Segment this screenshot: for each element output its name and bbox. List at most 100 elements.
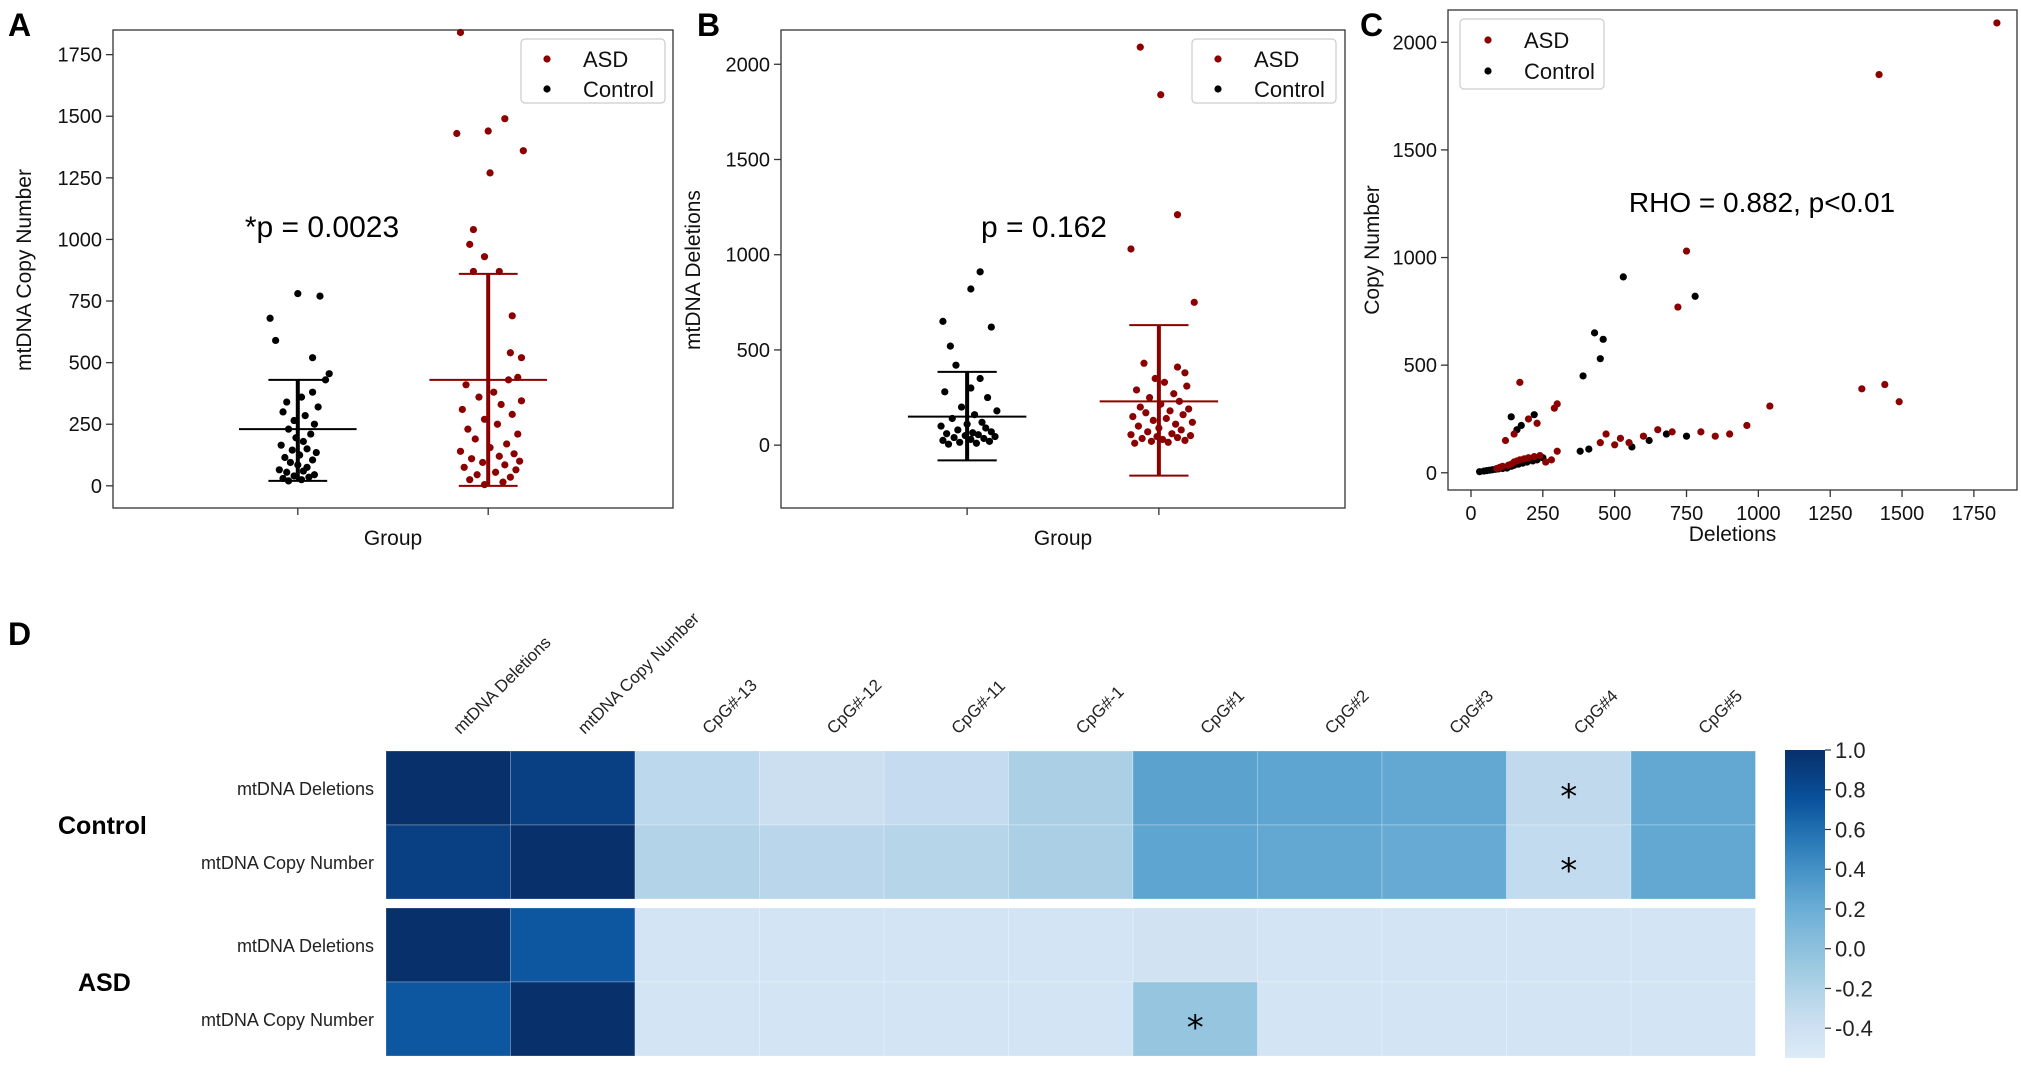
heatmap-cell [510, 907, 636, 983]
data-point-asd [1127, 431, 1135, 439]
panel-B-frame [780, 29, 1346, 509]
data-point-asd [475, 393, 483, 401]
data-point-control [283, 398, 291, 406]
data-point-control [1530, 411, 1538, 419]
data-point-control [956, 438, 964, 446]
y-tick-label: 1500 [1393, 140, 1438, 162]
data-point-asd [484, 127, 492, 135]
data-point-asd [1533, 419, 1541, 427]
data-point-asd [1185, 405, 1193, 413]
data-point-control [1682, 432, 1691, 440]
data-point-asd [506, 349, 514, 357]
data-point-control [1576, 447, 1584, 455]
data-point-asd [1536, 451, 1544, 460]
data-point-asd [1147, 437, 1156, 445]
heatmap-cell [510, 824, 636, 900]
x-tick-label: 1000 [1736, 503, 1781, 525]
data-point-control [1691, 292, 1699, 300]
data-point-asd [479, 458, 487, 467]
data-point-asd [466, 240, 474, 248]
data-point-control [976, 268, 984, 276]
y-tick-label: 500 [737, 340, 770, 362]
data-point-control [1619, 273, 1627, 281]
data-point-asd [453, 129, 461, 138]
data-point-asd [1501, 436, 1510, 445]
data-point-asd [506, 473, 514, 481]
data-point-asd [462, 381, 470, 389]
data-point-control [950, 433, 958, 442]
data-point-asd [1510, 430, 1518, 438]
data-point-control [943, 430, 951, 438]
data-point-asd [1726, 430, 1734, 438]
panel-A-frame [112, 29, 674, 509]
x-axis-title: Group [364, 527, 422, 550]
colorbar-tick-label: 0.8 [1835, 778, 1866, 803]
heatmap-cell [1008, 824, 1134, 900]
data-point-control [987, 323, 995, 331]
data-point-asd [1131, 439, 1139, 447]
data-point-control [310, 471, 319, 479]
x-tick-label: 1500 [1880, 503, 1925, 525]
colorbar-tick-label: 0.0 [1835, 937, 1866, 962]
data-point-control [281, 453, 289, 462]
data-point-asd [1616, 434, 1625, 442]
data-point-asd [1993, 19, 2001, 27]
data-point-asd [1183, 382, 1191, 390]
significance-star: * [1187, 1008, 1204, 1048]
data-point-asd [473, 471, 481, 479]
heatmap-row-label: mtDNA Deletions [237, 779, 374, 799]
data-point-control [310, 420, 319, 428]
data-point-control [985, 437, 994, 445]
legend-box [1191, 38, 1337, 104]
y-tick-label: 1500 [726, 149, 771, 171]
data-point-control [944, 440, 953, 448]
data-point-asd [512, 466, 520, 474]
data-point-control [1585, 445, 1593, 453]
data-point-asd [1766, 402, 1774, 410]
heatmap-cell [883, 824, 1009, 900]
data-point-asd [497, 400, 505, 409]
heatmap-cell [1257, 907, 1383, 983]
data-point-control [308, 354, 317, 362]
legend-label: ASD [1254, 47, 1299, 72]
data-point-control [301, 412, 309, 420]
data-point-control [266, 314, 274, 322]
data-point-asd [1858, 385, 1866, 393]
y-axis-title: mtDNA Copy Number [13, 169, 36, 371]
data-point-control [946, 342, 954, 350]
data-point-asd [1132, 386, 1141, 394]
panel-C-frame [1447, 9, 2018, 491]
data-point-control [1596, 355, 1604, 363]
data-point-asd [1177, 426, 1185, 434]
data-point-control [288, 446, 296, 454]
data-point-control [305, 473, 313, 481]
data-point-asd [1711, 432, 1719, 440]
legend-marker-asd [1484, 36, 1492, 44]
data-point-asd [1654, 426, 1662, 434]
panel-label: A [8, 7, 31, 43]
data-point-asd [493, 420, 502, 428]
data-point-asd [1145, 393, 1154, 402]
y-tick-label: 1000 [58, 229, 103, 251]
data-point-asd [1602, 430, 1610, 438]
data-point-asd [1190, 298, 1198, 306]
legend-label: Control [1524, 59, 1595, 84]
data-point-asd [1127, 245, 1135, 253]
data-point-asd [469, 225, 478, 234]
data-point-asd [1682, 247, 1691, 255]
heatmap-cell [1257, 824, 1383, 900]
data-point-asd [480, 253, 489, 261]
data-point-asd [499, 478, 507, 486]
legend-label: Control [1254, 77, 1325, 102]
heatmap-cell [1132, 750, 1258, 826]
data-point-asd [1186, 432, 1195, 440]
data-point-control [1517, 421, 1525, 430]
data-point-asd [456, 447, 465, 455]
data-point-control [279, 408, 287, 416]
significance-star: * [1560, 777, 1577, 817]
data-point-asd [1142, 409, 1150, 417]
data-point-asd [1136, 43, 1144, 51]
data-point-control [308, 456, 317, 464]
data-point-control [974, 431, 982, 439]
data-point-asd [1144, 428, 1152, 436]
